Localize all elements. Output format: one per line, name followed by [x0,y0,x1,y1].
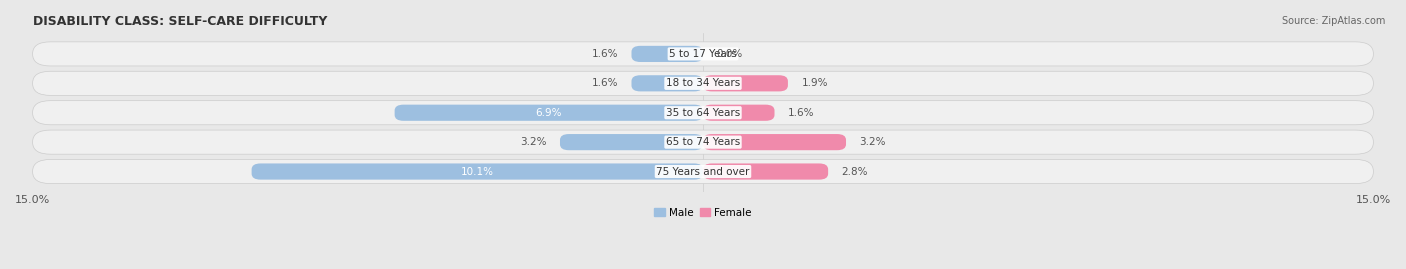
FancyBboxPatch shape [703,164,828,180]
Legend: Male, Female: Male, Female [650,204,756,222]
Text: DISABILITY CLASS: SELF-CARE DIFFICULTY: DISABILITY CLASS: SELF-CARE DIFFICULTY [32,15,328,28]
Text: 0.0%: 0.0% [717,49,742,59]
Text: 2.8%: 2.8% [842,167,868,176]
FancyBboxPatch shape [252,164,703,180]
FancyBboxPatch shape [703,105,775,121]
Text: 1.6%: 1.6% [592,78,619,88]
FancyBboxPatch shape [32,160,1374,183]
Text: 35 to 64 Years: 35 to 64 Years [666,108,740,118]
FancyBboxPatch shape [703,75,787,91]
Text: 18 to 34 Years: 18 to 34 Years [666,78,740,88]
FancyBboxPatch shape [631,75,703,91]
Text: 3.2%: 3.2% [859,137,886,147]
Text: 5 to 17 Years: 5 to 17 Years [669,49,737,59]
Text: 1.9%: 1.9% [801,78,828,88]
Text: 1.6%: 1.6% [592,49,619,59]
FancyBboxPatch shape [32,101,1374,125]
Text: 65 to 74 Years: 65 to 74 Years [666,137,740,147]
Text: 1.6%: 1.6% [787,108,814,118]
Text: 3.2%: 3.2% [520,137,547,147]
FancyBboxPatch shape [32,71,1374,95]
FancyBboxPatch shape [32,42,1374,66]
FancyBboxPatch shape [703,134,846,150]
Text: Source: ZipAtlas.com: Source: ZipAtlas.com [1281,16,1385,26]
FancyBboxPatch shape [631,46,703,62]
Text: 6.9%: 6.9% [536,108,562,118]
Text: 75 Years and over: 75 Years and over [657,167,749,176]
FancyBboxPatch shape [395,105,703,121]
FancyBboxPatch shape [32,130,1374,154]
FancyBboxPatch shape [560,134,703,150]
Text: 10.1%: 10.1% [461,167,494,176]
